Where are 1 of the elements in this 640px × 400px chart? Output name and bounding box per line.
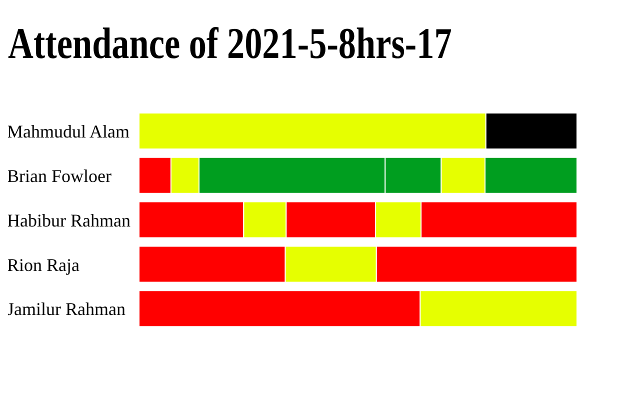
chart-title: Attendance of 2021-5-8hrs-17 xyxy=(8,18,453,69)
